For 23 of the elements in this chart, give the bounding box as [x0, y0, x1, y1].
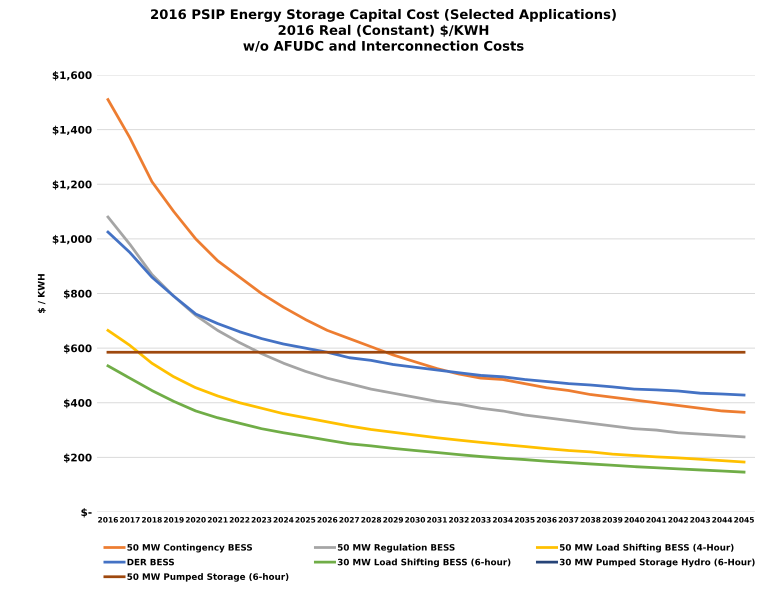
y-tick-label: $1,000	[52, 234, 92, 244]
legend-label: 50 MW Pumped Storage (6-hour)	[127, 573, 288, 582]
line-series	[106, 328, 746, 464]
y-tick-label: $1,200	[52, 180, 92, 190]
chart-title: 2016 PSIP Energy Storage Capital Cost (Selected Applications) 2016 Real (Constant) $/KWH w/o AFUDC and Interconnection Costs	[151, 8, 616, 52]
legend-label: 30 MW Load Shifting BESS (6-hour)	[338, 558, 510, 568]
y-tick-label: $1,400	[52, 126, 92, 136]
legend-label: 50 MW Regulation BESS	[338, 544, 455, 552]
y-tick-label: $800	[64, 290, 92, 299]
line-series	[106, 364, 746, 474]
y-tick-label: $400	[64, 398, 92, 408]
line-series	[106, 230, 746, 396]
y-axis-title: $ / KWH	[38, 274, 46, 313]
y-tick-label: $600	[64, 344, 92, 354]
legend-label: 50 MW Load Shifting BESS (4-Hour)	[560, 544, 734, 552]
y-tick-label: $200	[64, 453, 92, 463]
legend-label: 30 MW Pumped Storage Hydro (6-Hour)	[560, 558, 755, 568]
y-tick-label: $-	[81, 508, 92, 518]
y-tick-label: $1,600	[52, 71, 92, 80]
line-series	[106, 98, 746, 414]
legend-label: 50 MW Contingency BESS	[127, 544, 252, 552]
line-series	[106, 216, 746, 438]
legend-label: DER BESS	[128, 558, 174, 566]
